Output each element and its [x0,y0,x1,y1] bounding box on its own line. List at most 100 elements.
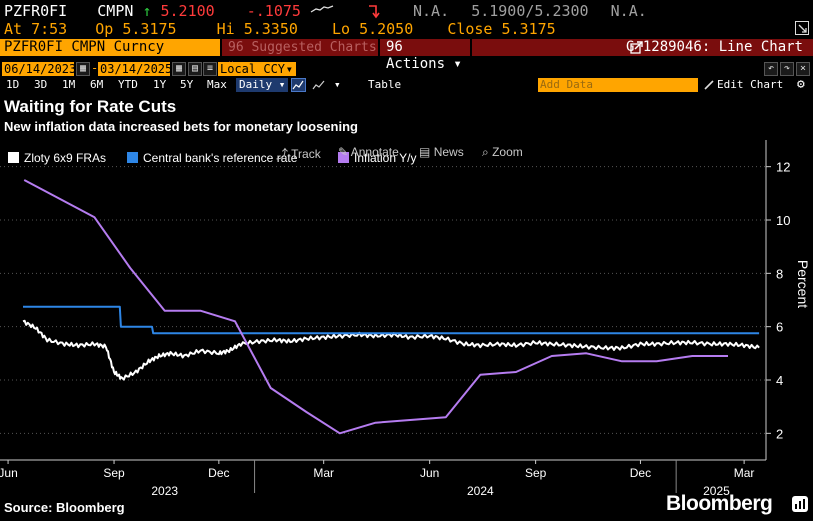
open-value: 5.3175 [122,20,177,38]
line-chart-icon[interactable] [291,78,306,92]
news-tool[interactable]: ▤ News [419,145,464,159]
period-max[interactable]: Max [207,78,227,91]
trend-down-icon [369,5,380,19]
low-label: Lo [331,20,351,38]
track-label: Track [291,147,321,161]
period-ytd[interactable]: YTD [118,78,138,91]
bloomberg-logo: Bloomberg [666,492,773,515]
line-chart[interactable]: 2 4 6 8 10 12 Percent Jun Sep Dec Mar Jun Sep Dec Mar 2… [0,140,813,495]
calendar-start-icon[interactable]: ▦ [76,62,90,76]
expand-icon[interactable] [794,20,810,36]
y-axis-label: Percent [795,260,811,308]
na-label-2: N.A. [610,2,647,20]
period-3d[interactable]: 3D [34,78,48,91]
y-tick-label-2: 2 [776,426,783,441]
legend-swatch-fra [8,152,19,163]
period-1m[interactable]: 1M [62,78,76,91]
last-price: 5.2100 [160,2,215,20]
close-icon[interactable]: × [796,62,810,76]
annotate-tool[interactable]: ✎ Annotate [338,145,399,159]
high-value: 5.3350 [243,20,298,38]
bar-glyph-icon [795,499,805,509]
period-1y[interactable]: 1Y [153,78,167,91]
gear-icon[interactable]: ⚙ [797,77,805,92]
open-label: Op [95,20,114,38]
legend-label-fra: Zloty 6x9 FRAs [24,151,107,165]
track-tool[interactable]: ⤴ Track [276,145,321,162]
calendar-end-icon[interactable]: ▦ [172,62,186,76]
legend-reference-rate[interactable]: Central bank's reference rate [127,151,297,165]
currency-select[interactable]: Local CCY ▾ [218,62,296,76]
legend-label-reference-rate: Central bank's reference rate [143,151,298,165]
sparkline-icon [310,5,334,13]
quote-row-2: At 7:53 Op 5.3175 Hi 5.3350 Lo 5.2050 Cl… [4,20,556,38]
redo-icon[interactable]: ↷ [780,62,794,76]
table-button[interactable]: Table [368,78,402,91]
date-separator: - [91,61,99,75]
x-year-label-1: 2024 [467,484,494,495]
y-tick-label-4: 4 [776,373,783,388]
pricing-source: CMPN [97,2,134,20]
x-tick-label-4: Jun [420,466,439,480]
pencil-icon[interactable] [703,79,715,91]
chevron-down-icon: ▾ [285,62,293,76]
edit-chart-button[interactable]: Edit Chart [717,78,784,91]
high-label: Hi [216,20,235,38]
x-tick-label-2: Dec [208,466,229,480]
x-year-label-0: 2023 [151,484,178,495]
period-1d[interactable]: 1D [6,78,20,91]
y-tick-label-12: 12 [776,160,790,175]
news-icon: ▤ [419,145,431,159]
series-line-reference-rate[interactable] [23,305,760,335]
x-tick-label-3: Mar [313,466,334,480]
annotate-label: Annotate [350,145,399,159]
series-line-inflation[interactable] [23,179,728,435]
source-note: Source: Bloomberg [4,500,125,515]
undo-icon[interactable]: ↶ [764,62,778,76]
add-data-input[interactable]: Add Data [538,78,698,92]
net-change: -.1075 [246,2,301,20]
title-bar [472,39,813,56]
close-value: 5.3175 [501,20,556,38]
quote-row-1: PZFR0FI CMPN ↑ 5.2100 -.1075 [4,2,301,20]
open-window-icon[interactable] [630,41,643,54]
y-tick-label-8: 8 [776,266,783,281]
bid-ask-row: N.A. 5.1900/5.2300 N.A. [413,2,647,20]
na-label: N.A. [413,2,450,20]
low-value: 5.2050 [359,20,414,38]
period-5y[interactable]: 5Y [180,78,194,91]
legend-inflation[interactable]: Inflation Y/y [338,151,416,165]
period-6m[interactable]: 6M [90,78,104,91]
series-line-fra[interactable] [22,319,760,381]
zoom-label: Zoom [492,145,523,159]
x-tick-label-1: Sep [103,466,125,480]
grid-icon[interactable]: ▤ [188,62,202,76]
x-tick-label-6: Dec [630,466,651,480]
legend-fra[interactable]: Zloty 6x9 FRAs [8,151,106,165]
chevron-small-icon[interactable]: ▾ [334,78,341,91]
annotate-icon: ✎ [338,145,349,159]
actions-button[interactable]: 96 Actions ▾ [380,39,470,72]
zoom-tool[interactable]: ⌕ Zoom [482,145,523,160]
ticker[interactable]: PZFR0FI [4,2,68,20]
news-label: News [433,145,464,159]
y-tick-label-10: 10 [776,213,790,228]
start-date-input[interactable]: 06/14/2023 [2,62,77,76]
y-tick-label-6: 6 [776,320,783,335]
settings-small-icon[interactable]: ≡ [203,62,217,76]
chart-type-icon[interactable] [312,79,326,91]
chart-subtitle: New inflation data increased bets for mo… [4,119,358,134]
suggested-charts-button[interactable]: 96 Suggested Charts » [222,39,378,72]
up-arrow-icon: ↑ [142,2,152,20]
end-date-input[interactable]: 03/14/2025 [98,62,173,76]
at-time: 7:53 [31,20,68,38]
at-label: At [4,20,23,38]
x-tick-label-7: Mar [734,466,755,480]
frequency-select[interactable]: Daily ▾ [236,78,289,92]
track-icon: ⤴ [276,147,289,161]
x-tick-label-0: Jun [0,466,18,480]
security-field[interactable]: PZFR0FI CMPN Curncy [0,39,220,56]
zoom-icon: ⌕ [482,145,489,159]
bloomberg-logo-icon [792,496,808,512]
x-tick-label-5: Sep [525,466,547,480]
